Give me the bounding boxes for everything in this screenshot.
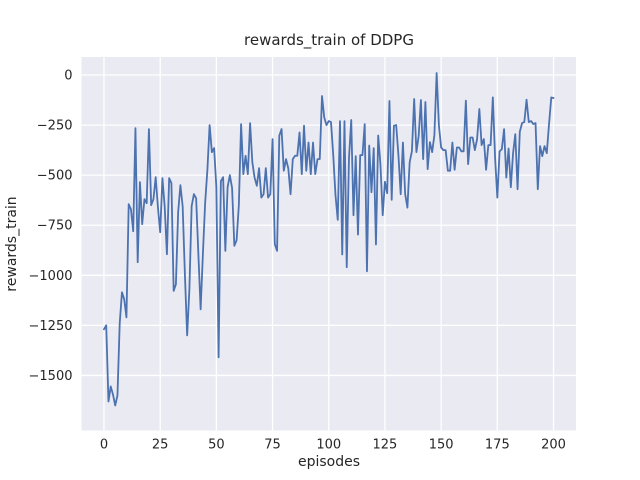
y-tick-label: −500 [37,169,73,184]
x-tick-label: 75 [264,438,281,453]
reward-line [103,72,555,407]
x-tick-label: 200 [541,438,566,453]
y-tick-label: −1000 [29,269,73,284]
y-tick-label: −250 [37,119,73,134]
y-tick-label: −1250 [29,319,73,334]
x-tick-label: 175 [485,438,510,453]
x-tick-label: 100 [316,438,341,453]
x-tick-label: 150 [429,438,454,453]
y-tick-label: −750 [37,219,73,234]
y-tick-label: −1500 [29,369,73,384]
x-tick-label: 0 [100,438,108,453]
chart-title: rewards_train of DDPG [244,31,414,50]
y-tick-label: 0 [64,69,72,84]
x-tick-label: 125 [373,438,398,453]
y-axis-label: rewards_train [4,196,20,291]
x-axis-label: episodes [298,454,360,470]
tick-labels: 0 25 50 75 100 125 150 175 200 0 −250 −500 −750 −1000… [29,69,566,453]
x-tick-label: 25 [152,438,169,453]
series-lines [103,72,555,407]
x-tick-label: 50 [208,438,225,453]
